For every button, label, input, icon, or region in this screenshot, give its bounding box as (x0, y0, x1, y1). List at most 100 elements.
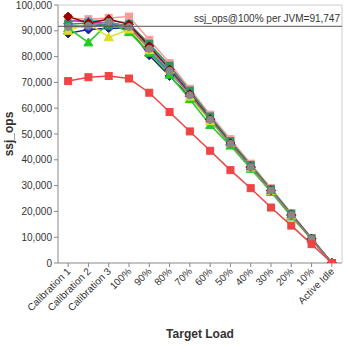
x-axis-label: Target Load (166, 327, 234, 341)
x-tick (169, 263, 170, 267)
y-tick-label: 80,000 (21, 51, 52, 62)
x-tick (129, 263, 130, 267)
y-tick-label: 20,000 (21, 206, 52, 217)
y-tick (54, 108, 58, 109)
x-tick-label: 40% (233, 266, 255, 288)
x-tick (230, 263, 231, 267)
y-tick (54, 159, 58, 160)
marker (207, 147, 214, 154)
x-tick (291, 263, 292, 267)
y-tick-label: 10,000 (21, 232, 52, 243)
marker (287, 211, 296, 220)
marker (267, 186, 276, 194)
marker (104, 33, 113, 41)
y-tick (54, 185, 58, 186)
series-line (68, 20, 332, 263)
marker (65, 78, 72, 85)
marker (206, 115, 215, 124)
x-tick (108, 263, 109, 267)
y-tick-label: 30,000 (21, 180, 52, 191)
marker (247, 164, 254, 171)
marker (125, 24, 134, 33)
marker (268, 204, 275, 211)
marker (328, 260, 335, 264)
marker (65, 23, 72, 30)
x-tick-label: 90% (132, 266, 154, 288)
x-tick-label: 30% (253, 266, 275, 288)
marker (287, 210, 296, 219)
x-tick (271, 263, 272, 267)
marker (64, 24, 73, 32)
marker (165, 65, 174, 74)
x-tick-label: Calibration 3 (66, 265, 114, 313)
series-line (68, 23, 332, 263)
marker (206, 117, 215, 125)
marker (287, 211, 296, 219)
series-line (68, 28, 332, 263)
marker (145, 46, 154, 54)
marker (166, 109, 173, 116)
marker (64, 12, 73, 21)
y-axis-label: ssj_ops (2, 111, 16, 156)
marker (186, 92, 193, 99)
x-tick (331, 263, 332, 267)
y-tick-label: 100,000 (16, 0, 53, 11)
marker (327, 259, 336, 264)
marker (328, 260, 335, 264)
y-tick-label: 0 (46, 258, 52, 269)
y-tick (54, 56, 58, 57)
y-tick (54, 30, 58, 31)
y-tick (54, 134, 58, 135)
y-tick (54, 211, 58, 212)
marker (328, 260, 335, 264)
marker (226, 139, 235, 148)
x-tick (210, 263, 211, 267)
marker (84, 38, 93, 46)
marker (327, 259, 336, 264)
y-tick (54, 263, 58, 264)
x-tick (68, 263, 69, 267)
x-tick-label: 80% (152, 266, 174, 288)
marker (328, 260, 335, 264)
series-line (68, 76, 332, 263)
marker (146, 45, 153, 52)
marker (126, 75, 133, 82)
marker (105, 18, 112, 25)
marker (288, 212, 295, 219)
marker (267, 186, 276, 195)
series-line (68, 20, 332, 263)
chart: 010,00020,00030,00040,00050,00060,00070,… (0, 0, 348, 348)
x-axis (58, 263, 342, 264)
marker (85, 22, 92, 29)
marker (146, 89, 153, 96)
marker (226, 139, 235, 147)
reference-line (58, 26, 342, 27)
marker (247, 185, 254, 192)
series-line (68, 23, 332, 263)
marker (105, 72, 112, 79)
marker (227, 140, 234, 147)
y-tick (54, 237, 58, 238)
x-tick-label: 50% (213, 266, 235, 288)
y-tick-label: 50,000 (21, 129, 52, 140)
marker (327, 259, 336, 264)
y-tick (54, 5, 58, 6)
series-line (68, 23, 332, 263)
marker (267, 185, 276, 193)
x-tick-label: 70% (172, 266, 194, 288)
y-tick-label: 40,000 (21, 154, 52, 165)
series-line (68, 17, 332, 263)
frame (342, 5, 343, 263)
y-tick-label: 70,000 (21, 77, 52, 88)
marker (227, 167, 234, 174)
marker (308, 241, 315, 248)
x-tick-label: Active Idle (296, 265, 337, 306)
marker (268, 187, 275, 194)
marker (166, 67, 173, 74)
marker (185, 92, 194, 100)
marker (185, 92, 194, 101)
x-tick (311, 263, 312, 267)
marker (268, 187, 275, 194)
marker (328, 260, 335, 264)
marker (328, 260, 335, 264)
